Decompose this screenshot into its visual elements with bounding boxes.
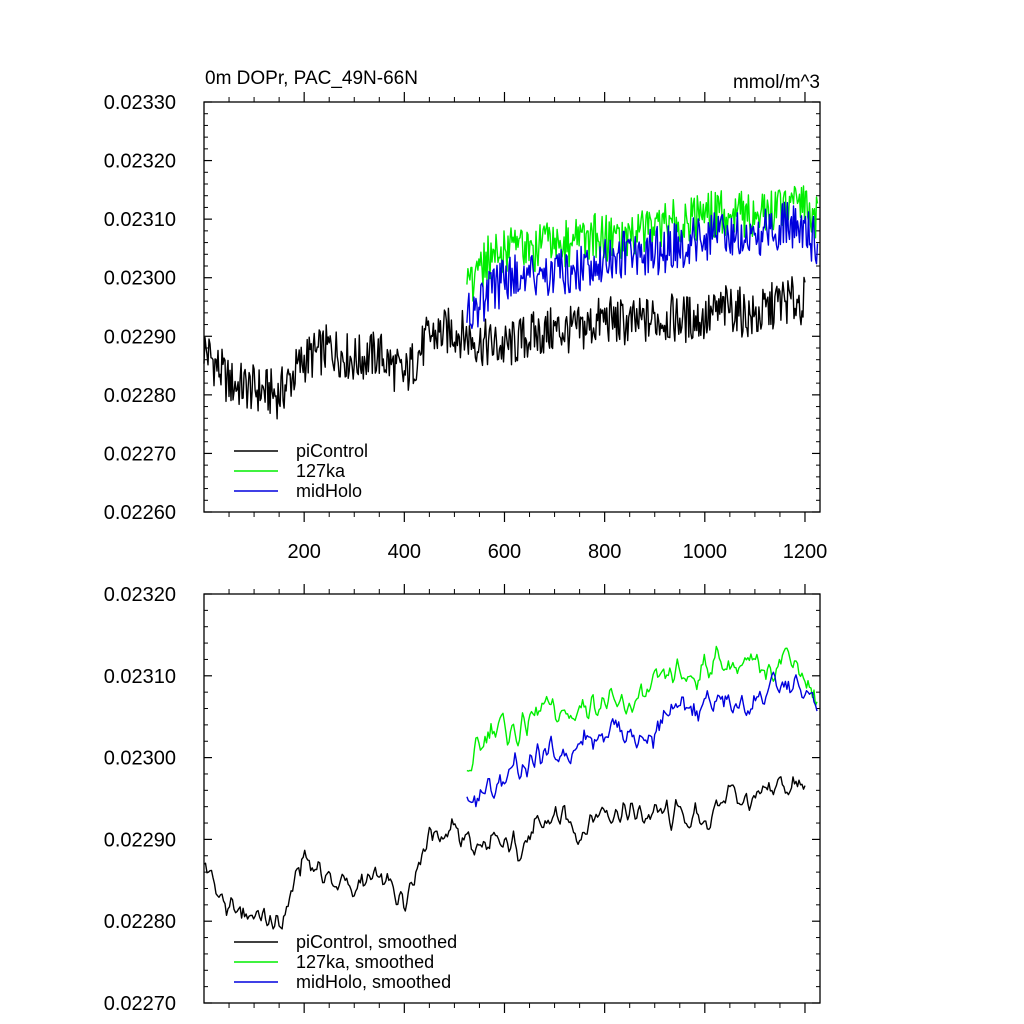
series-line-127ka-smoothed [466,645,818,772]
legend-label: midHolo, smoothed [296,972,451,992]
y-tick-label: 0.02260 [104,502,176,524]
series-line-midholo-smoothed [466,671,818,808]
top-plot-area: 0.02260 0.02270 0.02280 0.02290 0.02300 0.023… [104,92,828,563]
chart-title: 0m DOPr, PAC_49N-66N [205,68,418,89]
plot-frame [203,593,821,1004]
series-line-picontrol-smoothed [203,776,806,930]
x-tick-label: 400 [388,541,421,563]
legend-label: 127ka, smoothed [296,952,434,972]
y-tick-label: 0.02270 [104,993,176,1015]
y-tick-label: 0.02280 [104,911,176,933]
units-label: mmol/m^3 [733,72,820,93]
y-tick-label: 0.02280 [104,385,176,407]
y-tick-label: 0.02290 [104,829,176,851]
y-tick-label: 0.02330 [104,92,176,114]
bottom-panel: 0.02270 0.02280 0.02290 0.02300 0.02310 0.023… [104,584,821,1015]
bottom-plot-area: 0.02270 0.02280 0.02290 0.02300 0.02310 0.023… [104,584,821,1015]
series-line-picontrol [203,276,806,420]
x-tick-label: 1000 [683,541,728,563]
legend-label: midHolo [296,481,362,501]
y-tick-label: 0.02310 [104,666,176,688]
series-line-midholo [466,201,819,330]
y-tick-label: 0.02320 [104,151,176,173]
x-tick-label: 800 [588,541,621,563]
y-tick-label: 0.02300 [104,748,176,770]
plot-frame [203,101,821,513]
legend-label: 127ka [296,461,346,481]
x-tick-label: 600 [488,541,521,563]
y-tick-label: 0.02310 [104,209,176,231]
x-tick-label: 1200 [783,541,828,563]
y-tick-label: 0.02290 [104,326,176,348]
top-panel: 0m DOPr, PAC_49N-66N mmol/m^3 0.022600.0… [104,68,828,563]
y-tick-label: 0.02300 [104,268,176,290]
x-tick-label: 200 [287,541,320,563]
legend-label: piControl, smoothed [296,932,457,952]
y-tick-label: 0.02320 [104,584,176,606]
y-tick-label: 0.02270 [104,443,176,465]
legend-label: piControl [296,441,368,461]
series-line-127ka [466,185,819,302]
